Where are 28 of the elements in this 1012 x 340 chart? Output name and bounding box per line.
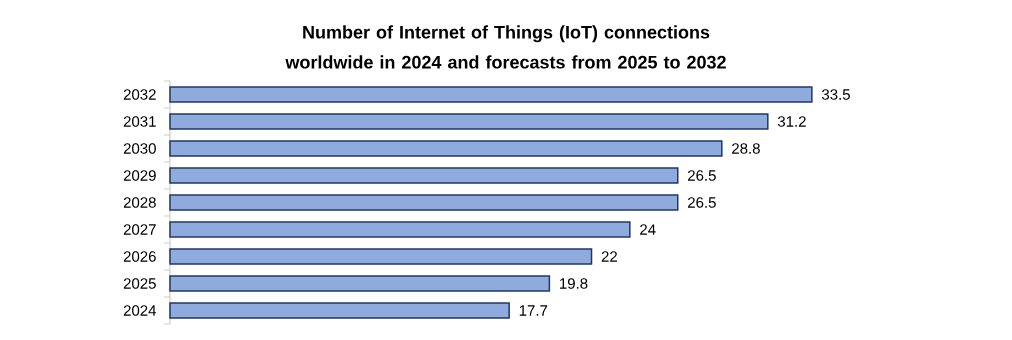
bar: [169, 86, 813, 103]
bar: [169, 194, 679, 211]
chart-title: Number of Internet of Things (IoT) connections worldwide in 2024 and forecasts from 2025 to 2032: [285, 25, 726, 69]
bar: [169, 167, 679, 184]
data-label: 28.8: [732, 143, 760, 154]
y-tick-label: 2026: [123, 251, 156, 262]
bar: [169, 221, 631, 238]
y-tick-label: 2025: [123, 278, 156, 289]
data-label: 19.8: [560, 278, 588, 289]
y-tick-label: 2030: [123, 143, 156, 154]
data-label: 31.2: [777, 116, 806, 127]
data-label: 26.5: [688, 170, 716, 181]
data-label: 26.5: [688, 197, 716, 208]
data-label: 33.5: [821, 89, 850, 100]
bar: [169, 248, 593, 265]
data-label: 22: [601, 251, 617, 262]
bar: [169, 113, 769, 130]
y-tick-label: 2024: [123, 305, 157, 316]
y-tick-label: 2029: [123, 170, 156, 181]
bar: [169, 302, 510, 319]
y-tick-label: 2027: [123, 224, 156, 235]
y-tick-label: 2028: [123, 197, 156, 208]
data-label: 17.7: [519, 305, 548, 316]
data-label: 24: [640, 224, 656, 235]
bar: [169, 275, 551, 292]
y-tick-label: 2032: [123, 89, 156, 100]
bar: [169, 140, 723, 157]
y-tick-label: 2031: [123, 116, 156, 127]
